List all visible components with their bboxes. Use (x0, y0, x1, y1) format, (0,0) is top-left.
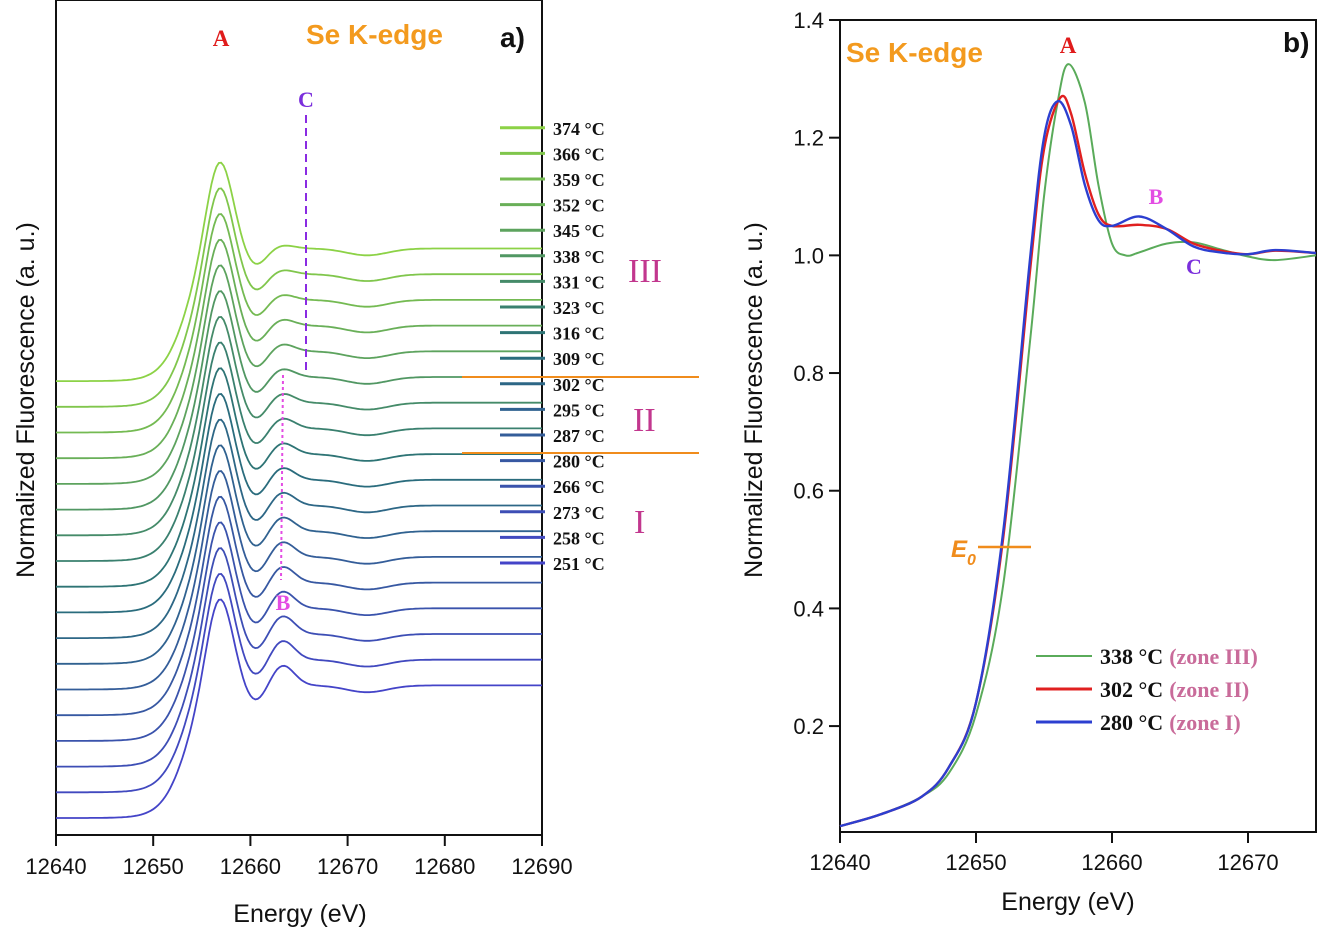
panel-b-letter: b) (1283, 27, 1309, 58)
a-series-label: 287 °C (553, 426, 605, 446)
b-xtick-label: 12660 (1081, 850, 1142, 875)
a-series-label: 374 °C (553, 119, 605, 139)
legend-label-302: 302 °C (zone II) (1100, 677, 1249, 702)
b-ytick-label: 1.0 (793, 243, 824, 268)
peak-a-label: A (213, 26, 230, 51)
a-series-label: 352 °C (553, 196, 605, 216)
zone-iii-label: III (628, 253, 662, 290)
b-xtick-label: 12640 (809, 850, 870, 875)
panel-a: 251 °C 258 °C 273 °C 266 °C 280 °C 287 °C 295 … (12, 0, 699, 928)
a-series-label: 258 °C (553, 528, 605, 548)
a-series-line (56, 572, 542, 794)
legend-label-338: 338 °C (zone III) (1100, 644, 1258, 669)
a-series-line (56, 521, 542, 742)
a-series-line (56, 341, 542, 562)
a-series-line (56, 315, 542, 537)
a-series-line (56, 598, 542, 819)
a-xtick-label: 12640 (25, 854, 86, 879)
a-series-label: 295 °C (553, 400, 605, 420)
a-series-label: 316 °C (553, 324, 605, 344)
a-series-label: 273 °C (553, 503, 605, 523)
a-series-label: 280 °C (553, 452, 605, 472)
a-series-line (56, 187, 542, 408)
b-series-line-1 (839, 94, 1317, 828)
a-series-label: 323 °C (553, 298, 605, 318)
a-series-line (56, 264, 542, 485)
feature-b-line (280, 374, 284, 581)
a-series-line (56, 418, 542, 639)
panel-b-xlabel: Energy (eV) (1001, 888, 1134, 916)
b-ytick-label: 0.8 (793, 361, 824, 386)
a-series-label: 345 °C (553, 221, 605, 241)
a-series-label: 359 °C (553, 170, 605, 190)
b-ytick-label: 0.2 (793, 714, 824, 739)
peak-b-label: B (276, 590, 291, 615)
panel-a-ylabel: Normalized Fluorescence (a. u.) (12, 222, 40, 578)
panel-a-frame (55, 0, 543, 836)
panel-b-title: Se K-edge (846, 37, 983, 68)
a-series-label: 251 °C (553, 554, 605, 574)
a-series-line (56, 238, 542, 460)
b-xtick-label: 12670 (1217, 850, 1278, 875)
b-xtick-label: 12650 (945, 850, 1006, 875)
panel-b-ylabel: Normalized Fluorescence (a. u.) (740, 222, 768, 578)
b-ytick-label: 1.2 (793, 126, 824, 151)
a-xtick-label: 12650 (123, 854, 184, 879)
a-series-line (56, 161, 542, 382)
b-series-line-2 (839, 99, 1317, 828)
a-xtick-label: 12690 (511, 854, 572, 879)
legend: 338 °C (zone III) 302 °C (zone II) 280 °C(… (1036, 644, 1258, 735)
a-series-line (56, 470, 542, 691)
a-series-label: 302 °C (553, 375, 605, 395)
legend-label-280: 280 °C (zone I) (1100, 710, 1241, 735)
a-series-label: 331 °C (553, 272, 605, 292)
zone-ii-label: II (633, 402, 656, 439)
a-series-label: 309 °C (553, 349, 605, 369)
b-peak-b-label: B (1149, 184, 1164, 209)
a-series-label: 366 °C (553, 144, 605, 164)
a-series-line (56, 495, 542, 717)
panel-a-title: Se K-edge (306, 19, 443, 50)
a-series-line (56, 367, 542, 588)
a-xtick-label: 12660 (220, 854, 281, 879)
b-ytick-label: 0.6 (793, 479, 824, 504)
panel-a-letter: a) (500, 22, 525, 53)
b-peak-c-label: C (1186, 254, 1202, 279)
a-series-line (56, 213, 542, 434)
a-series-line (56, 393, 542, 614)
b-ytick-label: 0.4 (793, 596, 824, 621)
a-xtick-label: 12670 (317, 854, 378, 879)
b-peak-a-label: A (1060, 33, 1077, 58)
panel-a-xlabel: Energy (eV) (233, 900, 366, 928)
panel-b: 12640 12650 12660 12670 0.2 0.4 0.6 0.8 1.0 1.2 1… (740, 8, 1317, 916)
a-series-line (56, 547, 542, 768)
a-series-label: 338 °C (553, 247, 605, 267)
a-xtick-label: 12680 (414, 854, 475, 879)
a-series-line (56, 290, 542, 511)
b-series-line-0 (839, 63, 1317, 828)
b-ytick-label: 1.4 (793, 8, 824, 33)
a-series-line (56, 444, 542, 665)
e0-label: E0 (951, 536, 976, 569)
zone-i-label: I (634, 504, 645, 541)
panel-b-frame (839, 19, 1317, 833)
a-series-label: 266 °C (553, 477, 605, 497)
peak-c-label: C (298, 87, 314, 112)
